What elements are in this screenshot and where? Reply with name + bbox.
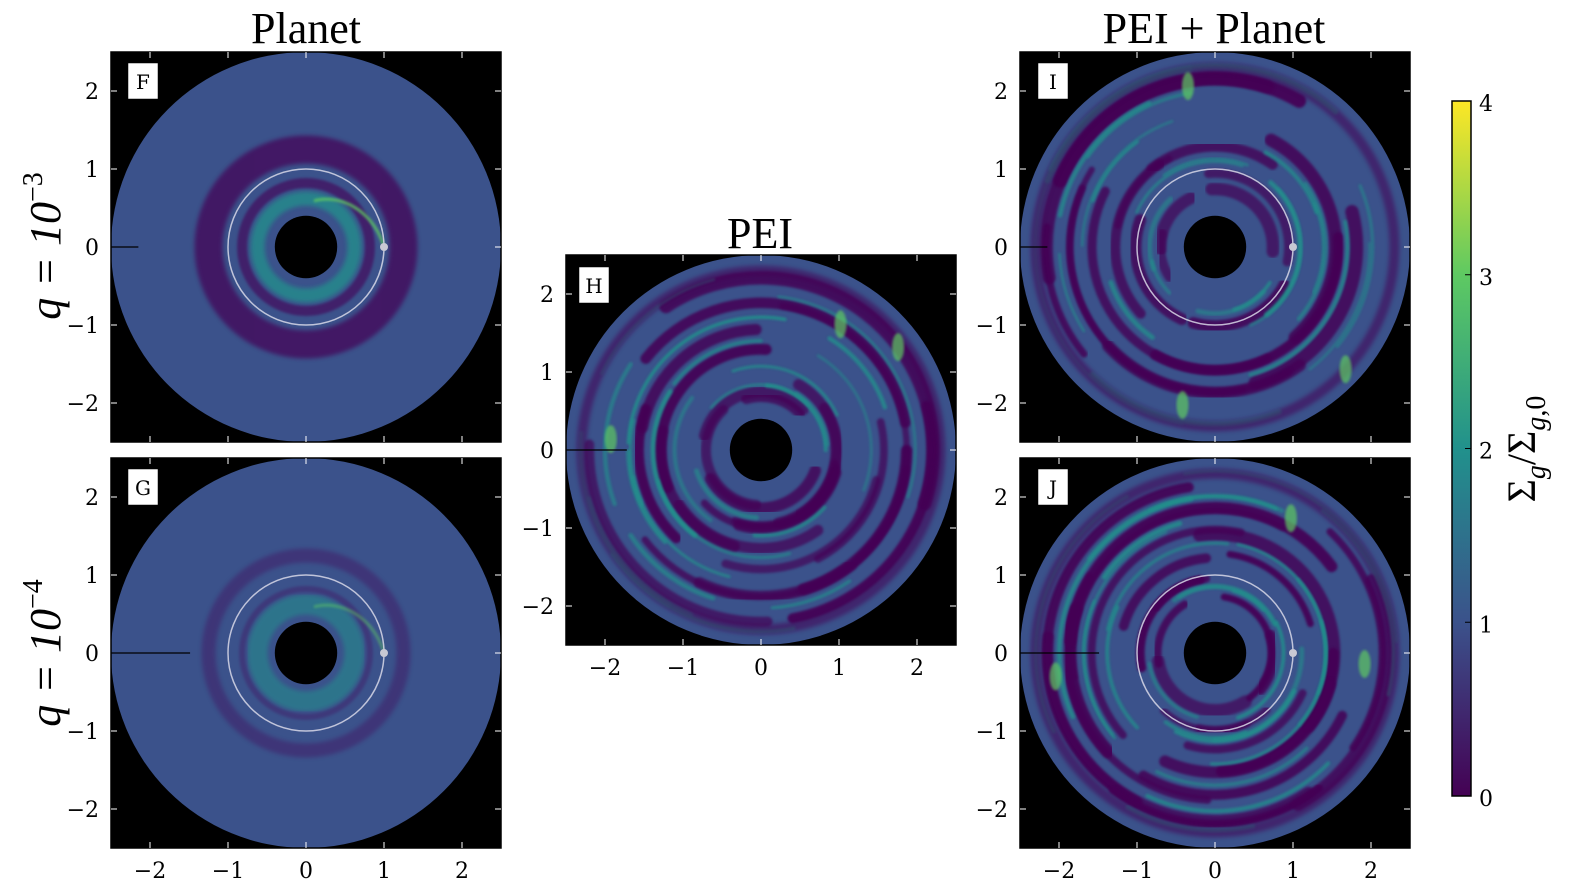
y-tick-label: −2 [67,798,99,823]
colorbar-ticks: 0 1 2 3 4 [1465,92,1493,812]
x-tick-label: 1 [1286,859,1300,884]
planet-marker [380,649,388,657]
x-tick-label: 2 [455,859,469,884]
planet-marker [1289,649,1297,657]
disk-structure [576,265,946,635]
colorbar-tick-label: 2 [1479,440,1493,465]
panel-tag-label: H [585,274,602,298]
y-tick-label: −1 [976,720,1008,745]
panel-tag-label: J [1047,476,1057,500]
y-tick-label: 1 [540,361,554,386]
panel-f: −2 −1 0 1 2 F [67,51,502,443]
row-label-base: q = 10 [21,202,70,320]
panel-tag: H [578,266,610,304]
panel-tag-label: I [1049,70,1057,94]
y-tick-label: −1 [67,314,99,339]
colorbar-tick-label: 4 [1479,92,1493,117]
disk-structure [1030,62,1400,432]
row-label-exponent: −3 [18,172,49,202]
colorbar: 0 1 2 3 4 Σg/Σg,0 [1451,92,1552,812]
panel-tag: F [127,62,159,100]
disk-structure [1030,468,1400,838]
x-tick-label: 1 [377,859,391,884]
x-tick-label: −2 [1043,859,1075,884]
x-tick-label: 0 [754,656,768,681]
y-tick-label: 0 [994,642,1008,667]
colorbar-tick-label: 0 [1479,787,1493,812]
column-title-planet: Planet [251,4,361,53]
panel-tag-label: F [136,70,150,94]
y-tick-label: −2 [522,595,554,620]
row-label-exponent: −4 [18,579,49,609]
panel-tag: G [127,468,159,506]
svg-text:q = 10−3: q = 10−3 [18,172,70,320]
x-tick-label: 2 [910,656,924,681]
y-tick-label: 0 [85,642,99,667]
y-tick-label: 2 [85,486,99,511]
x-tick-label: −1 [1121,859,1153,884]
y-tick-label: −2 [976,798,1008,823]
row-label-q1e-3: q = 10−3 [18,172,70,320]
planet-marker [380,243,388,251]
y-tick-label: −2 [976,392,1008,417]
panel-h: −2 −1 0 1 2 −2 −1 0 1 2 H [522,254,957,681]
y-tick-label: 0 [994,236,1008,261]
svg-text:q = 10−4: q = 10−4 [18,579,70,727]
panel-tag: I [1037,62,1069,100]
y-tick-label: 1 [994,158,1008,183]
y-tick-label: 1 [85,564,99,589]
colorbar-label-text: Σg/Σg,0 [1499,396,1552,503]
x-tick-label: −2 [589,656,621,681]
colorbar-tick-label: 1 [1479,613,1493,638]
x-tick-label: 1 [832,656,846,681]
column-title-pei-planet: PEI + Planet [1103,4,1326,53]
y-tick-label: −1 [522,517,554,542]
panel-g: −2 −1 0 1 2 −2 −1 0 1 2 G [67,457,502,884]
inner-cavity [1183,621,1247,685]
y-tick-label: −1 [67,720,99,745]
inner-cavity [274,215,338,279]
y-tick-label: 0 [85,236,99,261]
column-title-pei: PEI [727,209,793,258]
x-tick-label: 2 [1364,859,1378,884]
inner-cavity [1183,215,1247,279]
row-label-q1e-4: q = 10−4 [18,579,70,727]
panel-i: −2 −1 0 1 2 I [976,51,1411,443]
colorbar-label: Σg/Σg,0 [1499,396,1552,503]
y-tick-label: 2 [994,80,1008,105]
x-tick-label: 0 [299,859,313,884]
disk-structure [201,548,411,758]
x-tick-label: −1 [667,656,699,681]
panel-tag-label: G [135,476,151,500]
x-tick-label: −2 [134,859,166,884]
colorbar-tick-label: 3 [1479,266,1493,291]
y-tick-label: 0 [540,439,554,464]
inner-cavity [274,621,338,685]
y-tick-label: 1 [994,564,1008,589]
y-tick-label: −2 [67,392,99,417]
planet-marker [1289,243,1297,251]
y-tick-label: 2 [540,283,554,308]
inner-cavity [729,418,793,482]
y-tick-label: −1 [976,314,1008,339]
panel-j: −2 −1 0 1 2 −2 −1 0 1 2 J [976,457,1411,884]
x-tick-label: −1 [212,859,244,884]
y-tick-label: 1 [85,158,99,183]
y-tick-label: 2 [85,80,99,105]
row-label-base: q = 10 [21,609,70,727]
y-tick-label: 2 [994,486,1008,511]
x-tick-label: 0 [1208,859,1222,884]
panel-tag: J [1037,468,1069,506]
disk-structure [194,135,418,359]
